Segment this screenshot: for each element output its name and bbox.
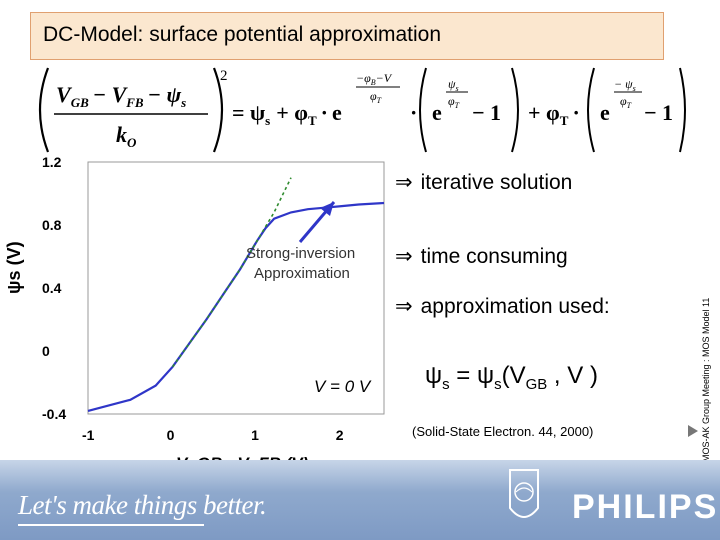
x-tick-label: 0 — [167, 427, 175, 443]
lhs-gb-sub: GB — [71, 95, 89, 110]
svg-text:φT: φT — [620, 94, 632, 110]
surface-potential-formula: 2 VGB − VFB − ψs kO = ψs + φT · e −φB−V φT · … — [28, 62, 688, 158]
brand-logo: PHILIPS — [572, 488, 719, 526]
x-tick-label: 2 — [336, 427, 344, 443]
title-banner: DC-Model: surface potential approximatio… — [30, 12, 664, 60]
x-tick-labels: -1 0 1 2 — [82, 427, 344, 443]
exp-phib-label: −φ — [356, 71, 371, 85]
y-axis-label: ψs (V) — [4, 241, 24, 294]
paren2-minus-one: − 1 — [644, 100, 673, 125]
svg-text:e: e — [432, 100, 442, 125]
svg-text:·: · — [410, 100, 417, 125]
psi-s-sub: s — [442, 375, 450, 393]
condition-label: V = 0 V — [314, 377, 372, 396]
bullet-iterative: ⇒ iterative solution — [395, 170, 572, 195]
formula-svg: 2 VGB − VFB − ψs kO = ψs + φT · e −φB−V φT · … — [38, 67, 686, 153]
svg-text:− ψs: − ψs — [614, 77, 636, 93]
annotation-line-2: Approximation — [254, 265, 350, 282]
svg-text:ψs: ψs — [448, 77, 459, 93]
psi-symbol: ψ — [425, 362, 443, 389]
philips-shield-icon — [509, 469, 539, 518]
svg-text:+ φT·: + φT · — [528, 100, 580, 128]
bullet-time: ⇒ time consuming — [395, 244, 568, 269]
svg-text:φT: φT — [448, 94, 460, 110]
paren1-psi-label: ψ — [448, 77, 456, 91]
footer-background — [0, 460, 720, 540]
svg-text:−φB−V: −φB−V — [356, 71, 393, 87]
bullet-approximation: ⇒ approximation used: — [395, 294, 610, 319]
exp-t-sub: T — [377, 96, 382, 105]
svg-text:φT: φT — [370, 89, 382, 105]
bullet-text: time consuming — [420, 245, 568, 268]
y-tick-label: -0.4 — [42, 406, 66, 422]
lhs-k-label: k — [116, 122, 127, 147]
footer-bar: Let's make things better. PHILIPS — [0, 460, 720, 540]
rhs-s-sub: s — [265, 113, 270, 128]
implies-icon: ⇒ — [395, 244, 413, 268]
lhs-psi-label: − ψ — [148, 82, 182, 107]
psi-approximation-equation: ψs = ψs(VGB , V ) — [425, 362, 598, 393]
slogan-underline — [18, 524, 204, 526]
svg-text:= ψs+ φT·e: = ψs + φT · e — [232, 100, 342, 128]
args-open: (V — [501, 362, 526, 389]
annotation-arrow-head — [320, 202, 334, 216]
reference-citation: (Solid-State Electron. 44, 2000) — [412, 424, 594, 439]
rhs-psi-label: = ψ — [232, 100, 265, 125]
lhs-vfb-label: − V — [93, 82, 129, 107]
plot-frame — [87, 161, 385, 415]
approximation-line — [171, 177, 292, 368]
x-tick-label: -1 — [82, 427, 95, 443]
next-slide-icon[interactable] — [688, 425, 698, 437]
annotation-line-1: Strong-inversion — [246, 245, 355, 262]
paren2-s-sub: s — [633, 84, 636, 93]
svg-text:kO: kO — [116, 122, 137, 150]
lhs-s-sub: s — [180, 95, 186, 110]
y-tick-label: 1.2 — [42, 156, 62, 170]
paren1-phi-label: φ — [448, 94, 455, 108]
psi-s-sub-2: s — [494, 375, 502, 393]
rhs-t-sub: T — [308, 113, 317, 128]
paren1-s-sub: s — [455, 84, 458, 93]
exp-phi-label: φ — [370, 89, 377, 103]
implies-icon: ⇒ — [395, 170, 413, 194]
x-tick-label: 1 — [251, 427, 259, 443]
paren1-t-sub: T — [455, 101, 460, 110]
rhs-e-label: e — [332, 100, 342, 125]
exp-b-sub: B — [371, 78, 376, 87]
svg-text:e: e — [600, 100, 610, 125]
paren2-psi-label: − ψ — [614, 77, 633, 91]
slogan: Let's make things better. — [18, 490, 267, 520]
lhs-v-label: V — [56, 82, 73, 107]
y-tick-label: 0.8 — [42, 217, 62, 233]
gb-sub: GB — [525, 375, 548, 393]
bullet-text: approximation used: — [420, 295, 610, 318]
side-label: MOS-AK Group Meeting : MOS Model 11 — [701, 297, 711, 462]
exp-v-label: −V — [376, 71, 393, 85]
slide-title: DC-Model: surface potential approximatio… — [43, 23, 442, 46]
lhs-fb-sub: FB — [125, 95, 144, 110]
implies-icon: ⇒ — [395, 294, 413, 318]
y-tick-label: 0.4 — [42, 280, 62, 296]
y-tick-labels: 1.2 0.8 0.4 0 -0.4 — [42, 156, 66, 422]
power-label: 2 — [220, 68, 228, 84]
y-tick-label: 0 — [42, 343, 50, 359]
lhs-o-sub: O — [127, 135, 137, 150]
paren1-minus-one: − 1 — [472, 100, 501, 125]
args-close: , V ) — [547, 362, 598, 389]
bullet-text: iterative solution — [420, 171, 573, 194]
svg-text:VGB− VFB− ψs: VGB − VFB − ψs — [56, 82, 186, 110]
equals-psi: = ψ — [449, 362, 495, 389]
rhs-phi-label: + φ — [276, 100, 308, 125]
